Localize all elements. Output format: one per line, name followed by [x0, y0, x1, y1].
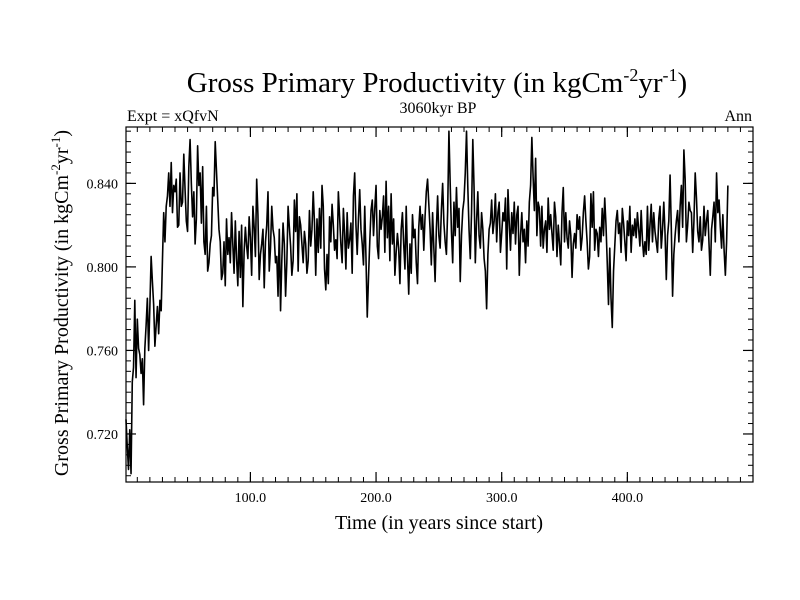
y-tick-label: 0.760 — [87, 344, 119, 359]
x-tick-label: 200.0 — [360, 491, 392, 506]
y-tick-label: 0.800 — [87, 261, 119, 276]
chart-title: Gross Primary Productivity (in kgCm-2yr-… — [187, 65, 687, 99]
y-tick-label: 0.840 — [87, 177, 119, 192]
series-line-gpp — [125, 130, 729, 475]
y-axis-label: Gross Primary Productivity (in kgCm-2yr-… — [48, 130, 73, 476]
subtitle-period: 3060kyr BP — [400, 100, 477, 117]
x-tick-label: 100.0 — [235, 491, 267, 506]
subtitle-season: Ann — [724, 108, 752, 125]
plot-frame — [125, 126, 754, 483]
x-tick-labels: 100.0 200.0 300.0 400.0 — [235, 491, 643, 506]
minor-ticks — [126, 127, 754, 482]
x-tick-label: 300.0 — [486, 491, 518, 506]
x-tick-label: 400.0 — [612, 491, 644, 506]
y-tick-label: 0.720 — [87, 428, 119, 443]
subtitle-experiment: Expt = xQfvN — [127, 108, 219, 125]
x-axis-label: Time (in years since start) — [335, 512, 543, 534]
series-group — [125, 130, 729, 475]
y-tick-labels: 0.720 0.760 0.800 0.840 — [87, 177, 119, 443]
major-ticks — [126, 127, 753, 482]
